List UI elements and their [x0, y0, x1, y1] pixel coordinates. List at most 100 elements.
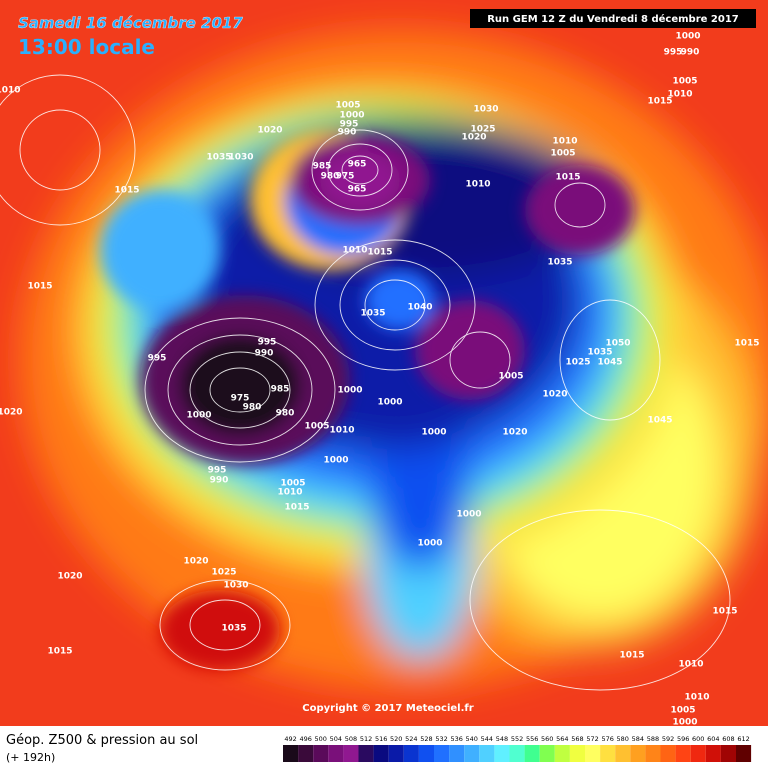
isobar-label: 1015: [27, 282, 52, 292]
isobar-label: 1010: [277, 488, 302, 498]
isobar-label: 1020: [461, 133, 486, 143]
scale-swatch: [660, 745, 676, 762]
scale-label: 504: [330, 735, 342, 743]
scale-swatch: [434, 745, 450, 762]
isobar-label: 1020: [502, 428, 527, 438]
isobar-label: 1015: [367, 248, 392, 258]
isobar-label: 965: [348, 185, 367, 195]
time: 13:00 locale: [18, 35, 155, 59]
isobar-label: 1010: [0, 86, 21, 96]
isobar-label: 1035: [587, 348, 612, 358]
isobar-label: 995: [208, 466, 227, 476]
isobar-label: 1005: [672, 77, 697, 87]
scale-swatch: [328, 745, 344, 762]
scale-swatch: [720, 745, 736, 762]
scale-label: 528: [420, 735, 432, 743]
scale-swatch: [524, 745, 540, 762]
isobar-label: 1010: [465, 180, 490, 190]
scale-label: 592: [662, 735, 674, 743]
isobar-label: 985: [313, 162, 332, 172]
scale-swatch: [298, 745, 314, 762]
isobar-label: 1005: [670, 706, 695, 716]
isobar-label: 1000: [421, 428, 446, 438]
isobar-label: 1020: [0, 408, 23, 418]
scale-swatch: [705, 745, 721, 762]
scale-label: 572: [586, 735, 598, 743]
isobar-label: 1040: [407, 303, 432, 313]
scale-label: 532: [435, 735, 447, 743]
scale-label: 564: [556, 735, 568, 743]
isobar-label: 1000: [672, 718, 697, 728]
isobar-label: 1030: [228, 153, 253, 163]
scale-label: 600: [692, 735, 704, 743]
scale-label: 536: [450, 735, 462, 743]
scale-swatch: [675, 745, 691, 762]
run-box: [470, 9, 756, 28]
scale-swatch: [645, 745, 661, 762]
isobar-label: 990: [210, 476, 229, 486]
isobar-label: 1010: [678, 660, 703, 670]
isobar-label: 1025: [565, 358, 590, 368]
isobar-label: 990: [338, 128, 357, 138]
isobar-label: 1025: [211, 568, 236, 578]
isobar-label: 1000: [675, 32, 700, 42]
isobar-label: 1000: [323, 456, 348, 466]
isobar-label: 1000: [337, 386, 362, 396]
isobar-label: 1005: [550, 149, 575, 159]
scale-swatch: [418, 745, 434, 762]
footer-lead: (+ 192h): [6, 751, 55, 764]
isobar-label: 1015: [619, 651, 644, 661]
scale-swatch: [494, 745, 510, 762]
isobar-label: 1025: [470, 125, 495, 135]
scale-swatch: [464, 745, 480, 762]
run: Run GEM 12 Z du Vendredi 8 décembre 2017: [487, 13, 739, 25]
scale-label: 544: [481, 735, 493, 743]
scale-swatch: [600, 745, 616, 762]
scale-swatch: [388, 745, 404, 762]
isobar-label: 1015: [114, 186, 139, 196]
scale-swatch: [403, 745, 419, 762]
isobar-label: 1050: [605, 339, 630, 349]
isobar-label: 1035: [547, 258, 572, 268]
isobar-label: 1020: [57, 572, 82, 582]
isobar-label: 995: [664, 48, 683, 58]
isobar-label: 1035: [360, 309, 385, 319]
scale-swatch: [509, 745, 525, 762]
scale-swatch: [343, 745, 359, 762]
isobar-label: 1030: [223, 581, 248, 591]
isobar-label: 990: [255, 349, 274, 359]
isobar-label: 995: [340, 120, 359, 130]
isobar-label: 965: [348, 160, 367, 170]
isobar-label: 1015: [555, 173, 580, 183]
isobar-label: 1015: [47, 647, 72, 657]
isobar-label: 995: [148, 354, 167, 364]
scale-swatch: [554, 745, 570, 762]
scale-label: 512: [360, 735, 372, 743]
isobar-label: 1010: [684, 693, 709, 703]
isobar-label: 1045: [597, 358, 622, 368]
isobar-label: 980: [276, 409, 295, 419]
scale-swatch: [449, 745, 465, 762]
scale-swatch: [615, 745, 631, 762]
isobar-label: 980: [321, 172, 340, 182]
scale-swatch: [539, 745, 555, 762]
scale-label: 596: [677, 735, 689, 743]
isobars: [0, 74, 731, 691]
map-field: [0, 0, 768, 726]
scale-swatch: [373, 745, 389, 762]
isobar-label: 1005: [498, 372, 523, 382]
isobar-label: 1000: [186, 411, 211, 421]
isobar-label: 1010: [329, 426, 354, 436]
scale-label: 568: [571, 735, 583, 743]
scale-swatch: [585, 745, 601, 762]
scale-label: 540: [466, 735, 478, 743]
scale-swatch: [358, 745, 374, 762]
footer-title: Géop. Z500 & pression au sol: [6, 733, 198, 748]
scale-label: 556: [526, 735, 538, 743]
scale-label: 588: [647, 735, 659, 743]
scale-swatch: [630, 745, 646, 762]
scale-label: 496: [299, 735, 311, 743]
isobar-label: 985: [271, 385, 290, 395]
isobar-label: 1035: [206, 153, 231, 163]
isobar-label: 1000: [377, 398, 402, 408]
